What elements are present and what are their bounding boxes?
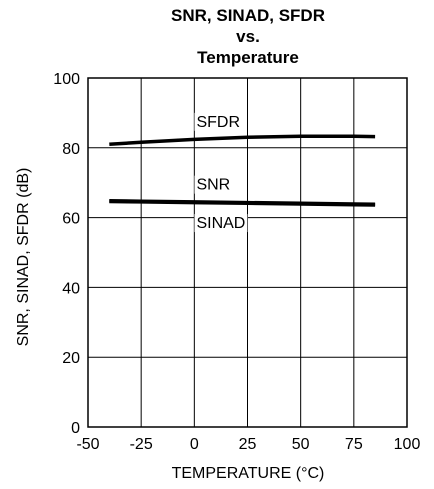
chart-title: SNR, SINAD, SFDR vs. Temperature xyxy=(171,6,325,67)
series-line-sinad xyxy=(109,199,376,207)
series-line-sfdr xyxy=(109,134,376,147)
x-tick-label: 25 xyxy=(239,436,257,453)
grid xyxy=(87,77,408,428)
y-tick-label: 20 xyxy=(62,350,80,367)
annotation-sinad: SINAD xyxy=(196,215,245,232)
y-tick-label: 40 xyxy=(62,280,80,297)
x-tick-label: -50 xyxy=(76,436,99,453)
x-tick-label: -25 xyxy=(130,436,153,453)
y-tick-label: 60 xyxy=(62,211,80,228)
chart-title-line-1: SNR, SINAD, SFDR xyxy=(171,6,325,25)
chart-title-line-2: vs. xyxy=(236,27,260,46)
x-axis-label: TEMPERATURE (°C) xyxy=(172,465,325,482)
annotation-sfdr: SFDR xyxy=(196,114,240,131)
x-tick-label: 50 xyxy=(292,436,310,453)
y-tick-labels: 0 20 40 60 80 100 xyxy=(53,71,80,437)
x-tick-labels: -50 -25 0 25 50 75 100 xyxy=(76,436,420,453)
y-tick-label: 0 xyxy=(71,420,80,437)
x-tick-label: 100 xyxy=(394,436,421,453)
x-tick-label: 75 xyxy=(345,436,363,453)
annotation-background xyxy=(194,112,243,131)
annotation-snr: SNR xyxy=(196,177,230,194)
y-axis-label: SNR, SINAD, SFDR (dB) xyxy=(15,168,32,347)
plot-frame xyxy=(87,77,408,428)
y-tick-label: 100 xyxy=(53,71,80,88)
annotation-background xyxy=(194,175,233,194)
x-tick-label: 0 xyxy=(190,436,199,453)
series-lines xyxy=(109,134,376,207)
annotations: SFDR SNR SINAD xyxy=(194,112,248,233)
annotation-background xyxy=(194,214,248,233)
chart-title-line-3: Temperature xyxy=(197,48,299,67)
y-tick-label: 80 xyxy=(62,141,80,158)
